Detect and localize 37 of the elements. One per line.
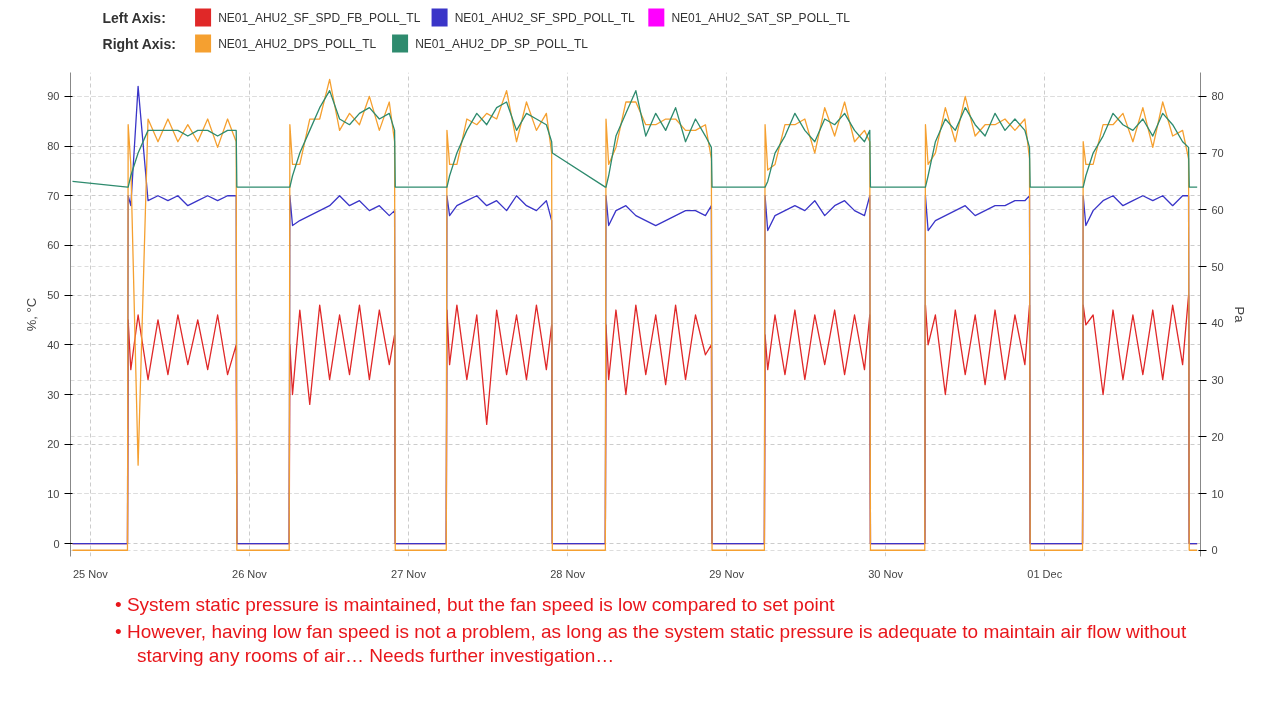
y2-tick-label: 60 bbox=[1211, 203, 1224, 216]
x-tick-label: 30 Nov bbox=[868, 567, 904, 580]
y-tick-label: 70 bbox=[47, 189, 60, 202]
y-tick-label: 0 bbox=[53, 537, 60, 550]
x-tick-label: 28 Nov bbox=[550, 567, 586, 580]
y2-tick-label: 20 bbox=[1211, 430, 1224, 443]
text: • However, having low fan speed is not a problem, as long as the system static pressure is adequate to maintain air flow without starving any rooms of air… Needs further investigation… bbox=[115, 619, 1188, 669]
y2-tick-label: 80 bbox=[1211, 90, 1224, 103]
text: • System static pressure is maintained, but the fan speed is low compared to set point bbox=[115, 593, 836, 617]
y-tick-label: 10 bbox=[47, 487, 60, 500]
x-tick-label: 29 Nov bbox=[709, 567, 745, 580]
y2-tick-label: 70 bbox=[1211, 147, 1224, 160]
y-tick-label: 60 bbox=[47, 239, 60, 252]
y-tick-label: 80 bbox=[47, 140, 60, 153]
y2-tick-label: 0 bbox=[1211, 544, 1218, 557]
y2-axis-title: Pa bbox=[1231, 306, 1247, 324]
y-tick-label: 40 bbox=[47, 338, 60, 351]
y2-tick-label: 50 bbox=[1211, 260, 1224, 273]
legend-label: NE01_AHU2_SF_SPD_POLL_TL bbox=[454, 10, 636, 25]
y2-tick-label: 10 bbox=[1211, 487, 1224, 500]
legend-label: NE01_AHU2_SF_SPD_FB_POLL_TL bbox=[218, 10, 421, 25]
y-axis-title: %, °C bbox=[24, 297, 40, 332]
y-tick-label: 90 bbox=[47, 90, 60, 103]
x-tick-label: 01 Dec bbox=[1027, 567, 1063, 580]
legend-label: NE01_AHU2_SAT_SP_POLL_TL bbox=[671, 10, 851, 25]
text: Right Axis: bbox=[102, 35, 176, 52]
y2-tick-label: 30 bbox=[1211, 374, 1224, 387]
text: Left Axis: bbox=[102, 9, 166, 26]
legend-label: NE01_AHU2_DPS_POLL_TL bbox=[218, 36, 377, 51]
y-tick-label: 30 bbox=[47, 388, 60, 401]
x-tick-label: 25 Nov bbox=[72, 567, 109, 580]
x-tick-label: 27 Nov bbox=[391, 567, 427, 580]
y2-tick-label: 40 bbox=[1211, 317, 1224, 330]
y-tick-label: 20 bbox=[47, 438, 60, 451]
x-tick-label: 26 Nov bbox=[232, 567, 268, 580]
legend-label: NE01_AHU2_DP_SP_POLL_TL bbox=[415, 36, 589, 51]
y-tick-label: 50 bbox=[47, 289, 60, 302]
